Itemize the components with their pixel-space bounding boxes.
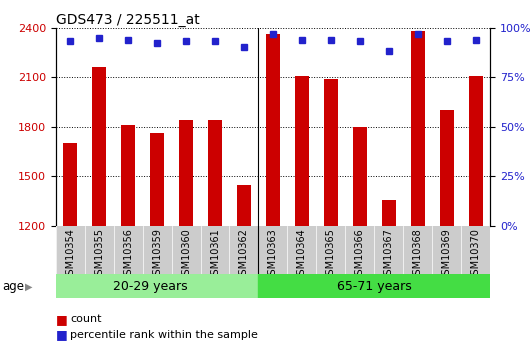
Bar	[85, 226, 113, 274]
Text: GSM10354: GSM10354	[65, 228, 75, 281]
Bar	[316, 226, 346, 274]
Bar	[63, 143, 77, 226]
Bar	[295, 76, 309, 226]
Text: GDS473 / 225511_at: GDS473 / 225511_at	[56, 12, 199, 27]
Text: GSM10359: GSM10359	[152, 228, 162, 281]
Bar	[259, 274, 490, 298]
Bar	[411, 31, 425, 226]
Text: GSM10368: GSM10368	[413, 228, 423, 281]
Bar	[143, 226, 172, 274]
Bar	[469, 76, 483, 226]
Text: GSM10367: GSM10367	[384, 228, 394, 281]
Bar	[403, 226, 432, 274]
Bar	[229, 226, 259, 274]
Text: 20-29 years: 20-29 years	[112, 280, 187, 293]
Text: count: count	[70, 314, 102, 324]
Text: GSM10365: GSM10365	[326, 228, 336, 281]
Bar	[200, 226, 229, 274]
Text: ■: ■	[56, 313, 67, 326]
Text: GSM10362: GSM10362	[239, 228, 249, 281]
Text: GSM10366: GSM10366	[355, 228, 365, 281]
Bar	[56, 226, 85, 274]
Text: ▶: ▶	[25, 282, 33, 291]
Bar	[56, 274, 259, 298]
Text: age: age	[3, 280, 25, 293]
Text: GSM10356: GSM10356	[123, 228, 133, 281]
Bar	[324, 79, 338, 226]
Bar	[439, 110, 454, 226]
Text: GSM10369: GSM10369	[442, 228, 452, 281]
Text: GSM10363: GSM10363	[268, 228, 278, 281]
Text: GSM10364: GSM10364	[297, 228, 307, 281]
Bar	[287, 226, 316, 274]
Text: GSM10355: GSM10355	[94, 228, 104, 282]
Bar	[461, 226, 490, 274]
Bar	[237, 185, 251, 226]
Bar	[266, 34, 280, 226]
Bar	[172, 226, 200, 274]
Text: ■: ■	[56, 328, 67, 341]
Bar	[208, 120, 222, 226]
Bar	[150, 134, 164, 226]
Text: GSM10370: GSM10370	[471, 228, 481, 281]
Bar	[432, 226, 461, 274]
Bar	[92, 67, 107, 226]
Bar	[113, 226, 143, 274]
Bar	[346, 226, 374, 274]
Bar	[352, 127, 367, 226]
Text: 65-71 years: 65-71 years	[337, 280, 412, 293]
Bar	[179, 120, 193, 226]
Bar	[382, 199, 396, 226]
Bar	[259, 226, 287, 274]
Text: GSM10360: GSM10360	[181, 228, 191, 281]
Text: GSM10361: GSM10361	[210, 228, 220, 281]
Bar	[121, 125, 135, 226]
Bar	[374, 226, 403, 274]
Text: percentile rank within the sample: percentile rank within the sample	[70, 330, 258, 339]
